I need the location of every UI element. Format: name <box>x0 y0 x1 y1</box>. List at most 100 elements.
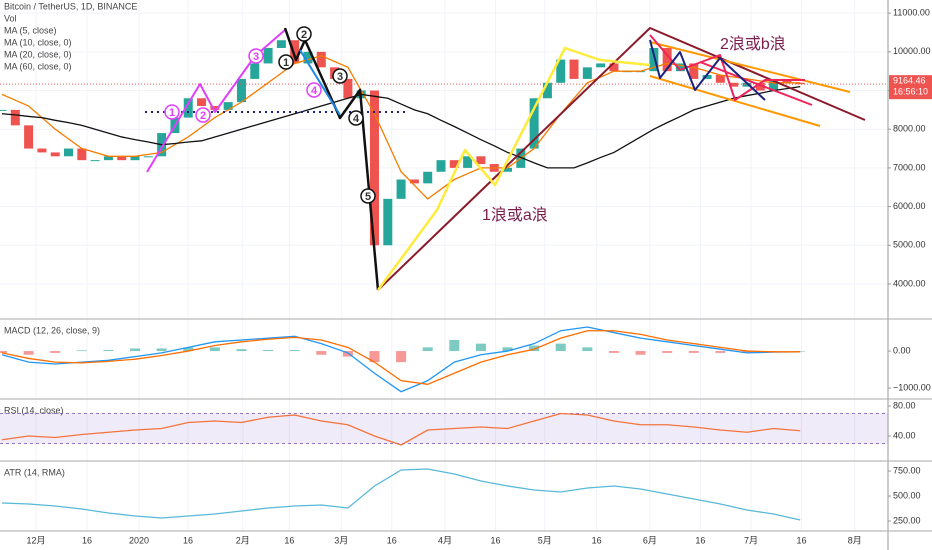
price-tag <box>889 75 932 100</box>
y-tick-label: 8000.00 <box>893 124 926 134</box>
circle <box>332 68 348 84</box>
candle <box>316 51 326 68</box>
histogram-bar <box>396 351 407 363</box>
y-tick-label: 80.00 <box>893 400 916 410</box>
candle <box>596 63 606 68</box>
candle <box>423 171 433 184</box>
candle <box>436 160 446 172</box>
candle <box>117 156 127 161</box>
y-tick-label: 250.00 <box>893 515 921 525</box>
histogram-bar <box>422 347 433 352</box>
circle <box>296 26 312 42</box>
yellow-wave <box>376 46 651 291</box>
candle <box>303 51 313 64</box>
x-tick-label: 16 <box>183 535 193 545</box>
candle <box>463 156 473 168</box>
last-price-label: 9164.46 <box>893 76 926 86</box>
wave-number: 2 <box>301 29 307 41</box>
symbol-title: Bitcoin / TetherUS, 1D, BINANCE <box>4 1 137 11</box>
wave-drawings <box>145 27 866 291</box>
candle <box>103 156 113 161</box>
y-tick-label: 750.00 <box>893 465 921 475</box>
circle <box>348 110 364 126</box>
pink-wave <box>146 29 286 173</box>
red-wave <box>377 27 866 291</box>
circle <box>278 54 294 70</box>
candle <box>702 75 712 79</box>
candle <box>503 167 513 172</box>
candle <box>662 47 672 72</box>
candle <box>210 106 220 110</box>
navy-wave <box>649 39 766 101</box>
histogram-bar <box>316 351 327 355</box>
candle <box>569 59 579 79</box>
candle <box>10 109 20 126</box>
candle <box>409 179 419 184</box>
black-wave <box>283 27 380 291</box>
study-label: MA (5, close) <box>4 25 57 35</box>
y-tick-label: 5000.00 <box>893 240 926 250</box>
candle <box>795 82 805 85</box>
wave-a-label: 1浪或a浪 <box>482 206 548 224</box>
candle <box>542 82 552 99</box>
blue-line <box>299 49 341 116</box>
x-tick-label: 16 <box>491 535 501 545</box>
x-tick-label: 16 <box>592 535 602 545</box>
candle <box>90 160 100 162</box>
crimson-wave <box>649 34 805 101</box>
candle <box>290 40 300 64</box>
study-label: MA (10, close, 0) <box>4 37 72 47</box>
y-tick-label: 40.00 <box>893 430 916 440</box>
candle <box>369 90 379 246</box>
wave-b-label: 2浪或b浪 <box>720 35 786 53</box>
indicator-line <box>1 326 801 393</box>
x-tick-label: 4月 <box>438 535 452 545</box>
candle <box>396 179 406 199</box>
histogram-bar <box>502 347 513 352</box>
candle <box>742 82 752 87</box>
wave-number: 4 <box>353 113 360 125</box>
y-tick-label: 11000.00 <box>893 8 930 18</box>
candle <box>236 78 246 103</box>
candle <box>556 59 566 83</box>
x-tick-label: 5月 <box>538 535 552 545</box>
candle <box>715 75 725 83</box>
histogram-bar <box>449 339 460 352</box>
crimson-line <box>699 61 813 106</box>
wave-number: 1 <box>283 57 289 69</box>
candle <box>582 67 592 79</box>
study-label: Vol <box>4 13 17 23</box>
candle <box>609 63 619 72</box>
histogram-bar <box>529 345 540 352</box>
indicator-line <box>1 55 801 200</box>
wave-number: 4 <box>311 85 318 97</box>
panel-title: MACD (12, 26, close, 9) <box>4 325 100 335</box>
histogram-bar <box>608 351 619 353</box>
histogram-bar <box>662 351 673 353</box>
circle <box>195 107 211 123</box>
histogram-bar <box>555 343 566 352</box>
indicator-line <box>1 412 801 446</box>
panel-title: RSI (14, close) <box>4 405 64 415</box>
candle <box>183 98 193 118</box>
candle <box>529 98 539 149</box>
wave-number: 3 <box>337 71 343 83</box>
candle <box>197 98 207 106</box>
candle <box>689 63 699 79</box>
x-tick-label: 16 <box>695 535 705 545</box>
wave-number: 5 <box>365 191 371 203</box>
candle <box>755 82 765 91</box>
histogram-bar <box>50 351 61 353</box>
x-tick-label: 2月 <box>236 535 250 545</box>
histogram-bar <box>130 348 141 352</box>
y-tick-label: 7000.00 <box>893 162 926 172</box>
wave-number: 1 <box>169 107 175 119</box>
x-tick-label: 16 <box>797 535 807 545</box>
wave-labels: 1浪或a浪 2浪或b浪 1 2 3 4 5 1 2 3 4 <box>164 26 786 224</box>
candle <box>223 102 233 110</box>
histogram-bar <box>23 351 34 355</box>
y-tick-label: 10000.00 <box>893 46 931 56</box>
histogram-bar <box>582 347 593 352</box>
x-tick-label: 16 <box>284 535 294 545</box>
